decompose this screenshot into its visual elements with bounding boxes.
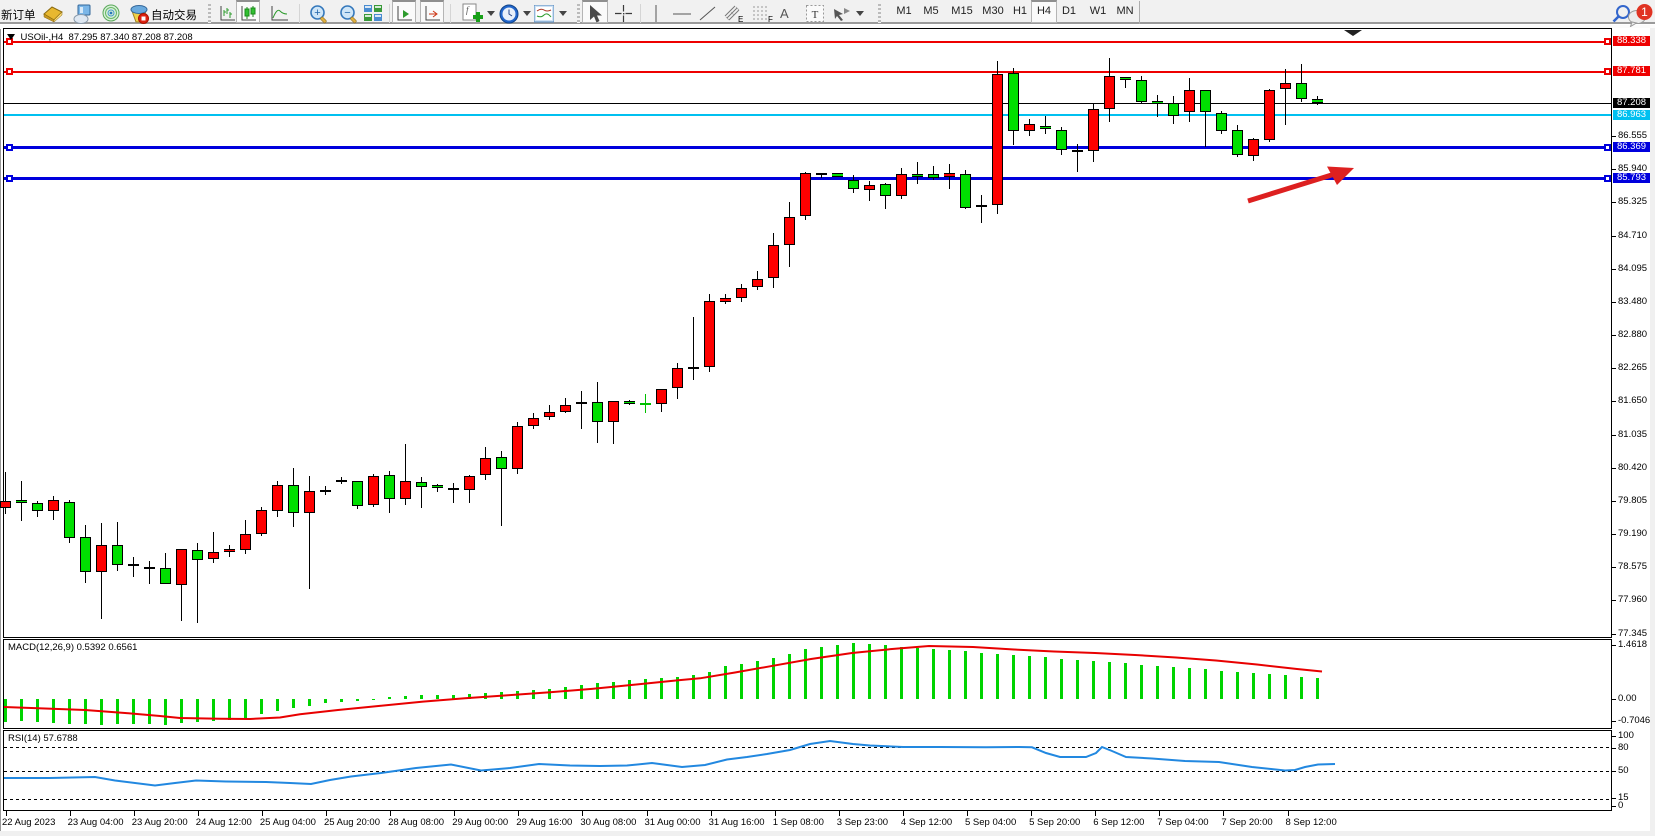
svg-text:+: + [314, 7, 320, 19]
svg-text:T: T [812, 9, 819, 21]
svg-text:F: F [768, 15, 773, 24]
svg-text:f: f [466, 5, 470, 15]
svg-text:E: E [738, 15, 743, 24]
svg-text:−: − [344, 7, 350, 19]
svg-text:1: 1 [1641, 5, 1648, 19]
